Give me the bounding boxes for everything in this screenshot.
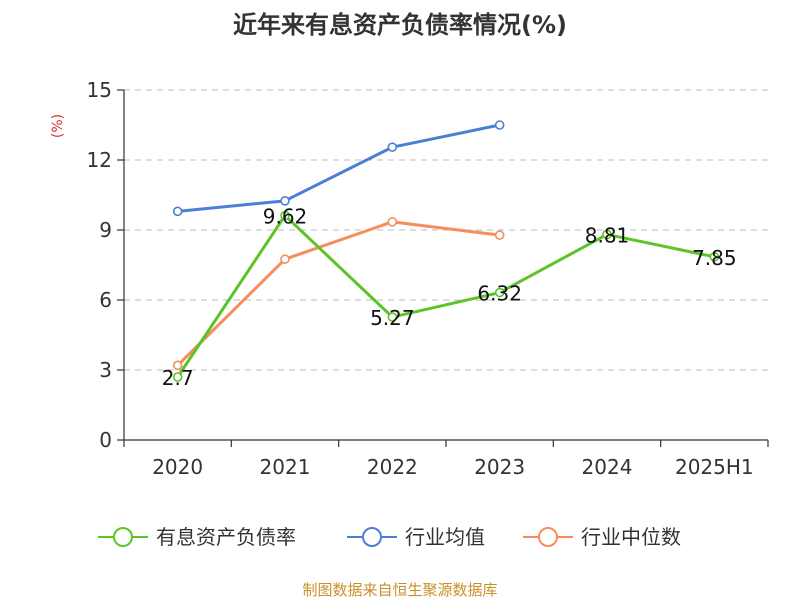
data-label: 5.27 bbox=[370, 306, 415, 330]
x-tick-label: 2021 bbox=[260, 455, 311, 479]
y-axis-label: (%) bbox=[50, 114, 66, 138]
x-tick-label: 2025H1 bbox=[675, 455, 754, 479]
y-tick-label: 12 bbox=[87, 148, 112, 172]
data-point bbox=[494, 287, 505, 298]
data-point bbox=[172, 360, 183, 371]
x-tick-label: 2024 bbox=[582, 455, 633, 479]
data-point bbox=[387, 312, 398, 322]
data-label: 8.81 bbox=[585, 223, 630, 247]
y-tick-label: 3 bbox=[99, 358, 112, 382]
data-label: 6.32 bbox=[477, 282, 522, 306]
data-point bbox=[280, 210, 290, 221]
y-tick-label: 9 bbox=[99, 218, 112, 242]
data-point bbox=[494, 230, 505, 240]
y-tick-label: 6 bbox=[99, 288, 112, 312]
data-label: 7.85 bbox=[692, 246, 737, 270]
series-line bbox=[177, 123, 500, 213]
x-tick-label: 2023 bbox=[474, 455, 525, 479]
x-tick-label: 2020 bbox=[152, 455, 203, 479]
x-tick-label: 2022 bbox=[367, 455, 418, 479]
chart-title: 近年来有息资产负债率情况(%) bbox=[233, 11, 567, 39]
data-point bbox=[280, 196, 290, 206]
data-point bbox=[280, 254, 290, 264]
data-point bbox=[602, 229, 612, 240]
y-tick-label: 15 bbox=[87, 78, 112, 102]
data-labels: 2.7 9.62 5.27 6.32 8.81 7.85 bbox=[162, 205, 737, 390]
data-label: 2.7 bbox=[162, 366, 194, 390]
series-lines bbox=[172, 120, 720, 382]
legend-label: 行业中位数 bbox=[581, 525, 681, 549]
y-tick-label: 0 bbox=[99, 428, 112, 452]
series-line bbox=[176, 220, 500, 367]
source-note: 制图数据来自恒生聚源数据库 bbox=[302, 581, 497, 599]
data-point bbox=[172, 372, 183, 382]
data-point bbox=[494, 120, 505, 130]
grid-lines bbox=[124, 89, 768, 371]
axes: 0 3 6 9 12 15 2020 2021 2022 2023 2024 2025H1 bbox=[87, 78, 769, 479]
data-point bbox=[387, 142, 398, 152]
legend-swatch-marker bbox=[113, 527, 133, 547]
series-line bbox=[176, 214, 715, 378]
data-label: 9.62 bbox=[263, 205, 308, 229]
data-point bbox=[172, 206, 183, 217]
legend: 有息资产负债率 行业均值 行业中位数 bbox=[98, 525, 681, 549]
legend-label: 有息资产负债率 bbox=[156, 525, 296, 549]
data-point bbox=[709, 252, 720, 262]
data-point bbox=[387, 217, 398, 227]
legend-label: 行业均值 bbox=[405, 525, 485, 549]
legend-swatch-marker bbox=[362, 527, 382, 547]
legend-swatch-marker bbox=[538, 527, 558, 547]
